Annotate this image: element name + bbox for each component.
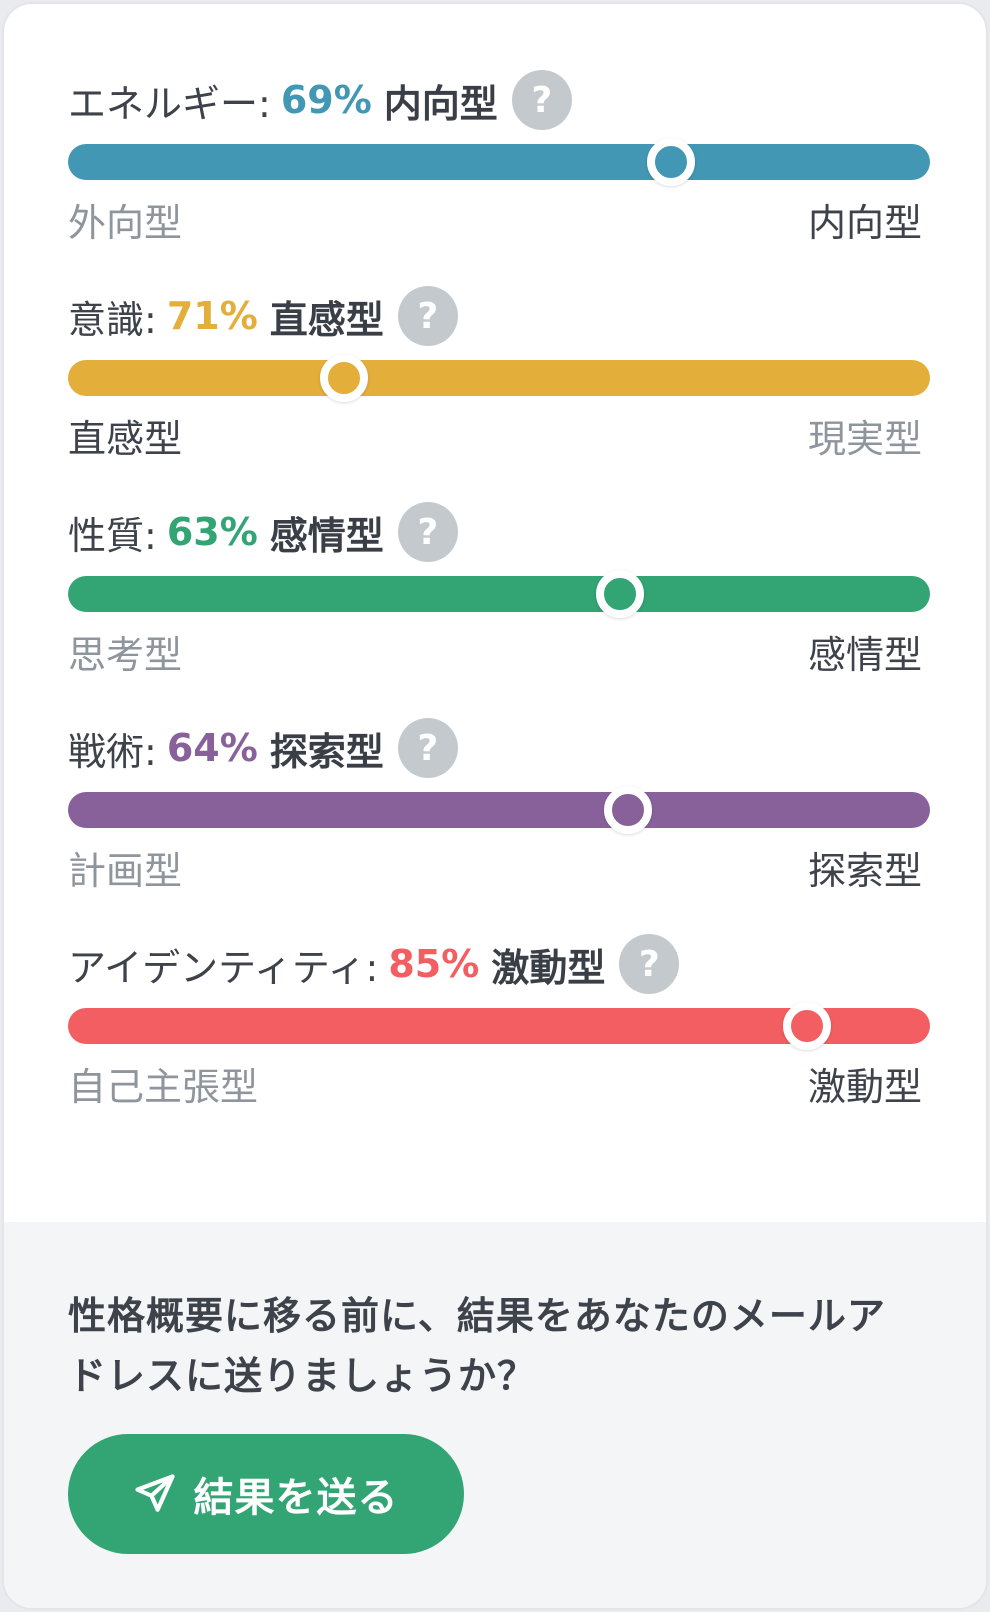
- trait-slider-track: [68, 1002, 930, 1050]
- send-results-button[interactable]: 結果を送る: [68, 1434, 464, 1554]
- trait-slider-thumb: [782, 1002, 831, 1050]
- trait-right-label: 感情型: [807, 633, 922, 677]
- trait-slider-thumb: [647, 138, 696, 186]
- trait-left-label: 自己主張型: [68, 1065, 259, 1109]
- trait-slider-track: [68, 570, 930, 618]
- trait-percent: 71%: [166, 294, 258, 338]
- trait-title: 性質: 63% 感情型 ?: [68, 500, 458, 564]
- trait-right-label: 現実型: [807, 417, 922, 461]
- trait-percent: 64%: [166, 726, 258, 770]
- trait-type: 直感型: [269, 297, 384, 342]
- trait-label: 意識:: [68, 297, 157, 342]
- trait-slider-thumb: [604, 786, 653, 834]
- trait-title: エネルギー: 69% 内向型 ?: [68, 68, 572, 132]
- trait-label: 戦術:: [68, 729, 157, 774]
- help-icon[interactable]: ?: [397, 718, 458, 778]
- trait-energy: エネルギー: 69% 内向型 ? 外向型 内向型: [4, 68, 986, 268]
- help-icon[interactable]: ?: [511, 70, 572, 130]
- help-icon[interactable]: ?: [397, 286, 458, 346]
- trait-percent: 69%: [280, 78, 372, 122]
- help-icon[interactable]: ?: [397, 502, 458, 562]
- help-icon[interactable]: ?: [619, 934, 680, 994]
- trait-slider-thumb: [595, 570, 644, 618]
- trait-label: エネルギー:: [68, 81, 271, 126]
- trait-type: 内向型: [383, 81, 498, 126]
- trait-right-label: 探索型: [807, 849, 922, 893]
- email-results-panel: 性格概要に移る前に、結果をあなたのメールアドレスに送りましょうか？ 結果を送る: [4, 1222, 986, 1608]
- trait-type: 探索型: [269, 729, 384, 774]
- trait-list: エネルギー: 69% 内向型 ? 外向型 内向型 意識: 71% 直感型 ? 直…: [4, 4, 986, 1222]
- trait-slider-thumb: [319, 354, 368, 402]
- trait-left-label: 直感型: [68, 417, 183, 461]
- trait-type: 激動型: [491, 945, 606, 990]
- trait-right-label: 激動型: [807, 1065, 922, 1109]
- trait-nature: 性質: 63% 感情型 ? 思考型 感情型: [4, 500, 986, 700]
- trait-mind: 意識: 71% 直感型 ? 直感型 現実型: [4, 284, 986, 484]
- trait-label: アイデンティティ:: [68, 945, 379, 990]
- trait-percent: 63%: [166, 510, 258, 554]
- trait-label: 性質:: [68, 513, 157, 558]
- email-prompt-text: 性格概要に移る前に、結果をあなたのメールアドレスに送りましょうか？: [68, 1294, 886, 1398]
- trait-left-label: 思考型: [68, 633, 183, 677]
- trait-left-label: 計画型: [68, 849, 183, 893]
- trait-title: 戦術: 64% 探索型 ?: [68, 716, 458, 780]
- trait-slider-track: [68, 138, 930, 186]
- paper-plane-icon: [134, 1474, 175, 1512]
- trait-identity: アイデンティティ: 85% 激動型 ? 自己主張型 激動型: [4, 932, 986, 1132]
- trait-title: アイデンティティ: 85% 激動型 ?: [68, 932, 680, 996]
- trait-slider-track: [68, 786, 930, 834]
- trait-title: 意識: 71% 直感型 ?: [68, 284, 458, 348]
- trait-tactics: 戦術: 64% 探索型 ? 計画型 探索型: [4, 716, 986, 916]
- trait-left-label: 外向型: [68, 201, 183, 245]
- trait-slider-track: [68, 354, 930, 402]
- send-results-label: 結果を送る: [193, 1475, 399, 1521]
- trait-right-label: 内向型: [807, 201, 922, 245]
- trait-percent: 85%: [388, 942, 480, 986]
- trait-type: 感情型: [269, 513, 384, 558]
